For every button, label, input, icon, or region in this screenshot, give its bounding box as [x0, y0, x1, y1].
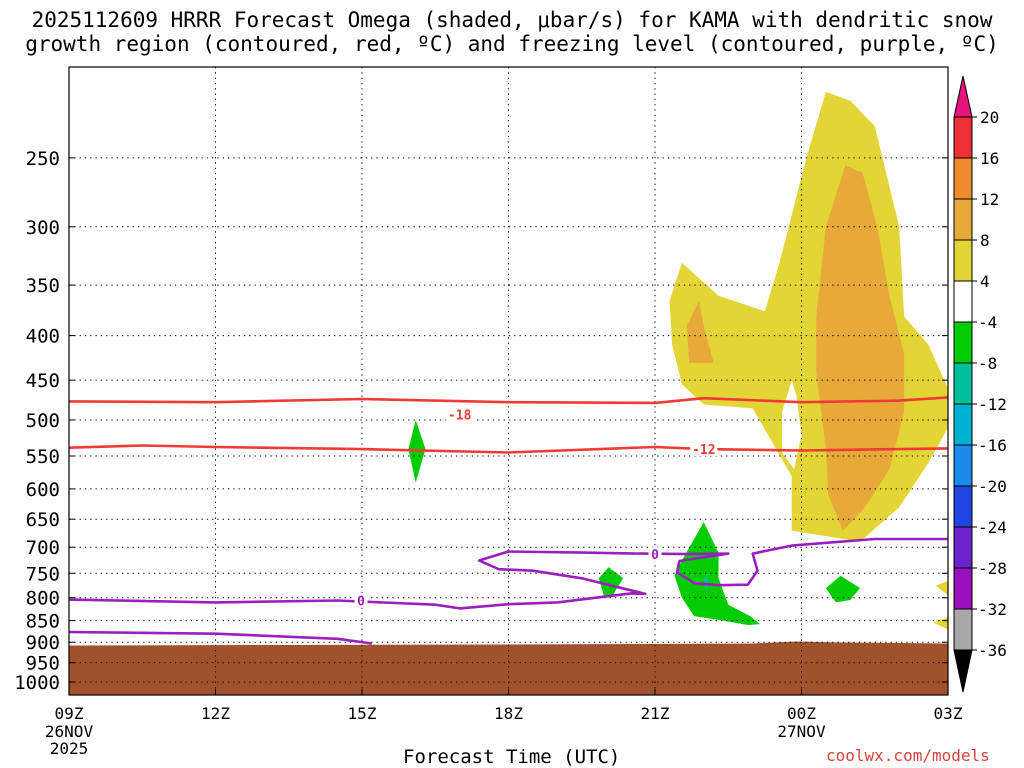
x-tick-label: 15Z — [348, 704, 377, 723]
colorbar-label: -12 — [978, 395, 1007, 414]
colorbar-label: -24 — [978, 518, 1007, 537]
colorbar-label: 20 — [980, 108, 999, 127]
y-tick-label: 850 — [26, 611, 60, 633]
x-tick-label: 21Z — [641, 704, 670, 723]
ground-area — [69, 641, 948, 695]
dgz-contour-label-bg-0 — [446, 407, 474, 422]
freezing-contour-label-bg-0 — [354, 593, 368, 608]
y-axis: 2503003504004505005506006507007508008509… — [14, 148, 948, 694]
omega-region-10 — [825, 575, 861, 603]
colorbar-cell-8 — [953, 444, 973, 487]
omega-colorbar: 20 16 12 8 4 -4 -8 -12 -16 -20 -24 -28 -32 -36 — [953, 75, 1007, 693]
y-tick-label: 300 — [26, 217, 60, 239]
y-tick-label: 350 — [26, 275, 60, 297]
dgz-contour-label-0: -18 — [448, 409, 472, 424]
colorbar-top-arrow — [953, 75, 973, 118]
omega-region-8 — [674, 522, 760, 625]
colorbar-label: 8 — [980, 231, 990, 250]
colorbar-cell-0 — [953, 116, 973, 159]
y-tick-label: 250 — [26, 148, 60, 170]
freezing-contour-label-0: 0 — [357, 595, 365, 610]
colorbar-label: 16 — [980, 149, 999, 168]
x-tick-label: 12Z — [201, 704, 230, 723]
colorbar-label: 4 — [980, 272, 990, 291]
colorbar-cell-6 — [953, 362, 973, 405]
dgz-contour-label-1: -12 — [692, 443, 715, 458]
colorbar-bottom-arrow — [953, 649, 973, 693]
y-tick-label: 400 — [26, 326, 60, 348]
y-tick-label: 700 — [26, 537, 60, 559]
freezing-contour-line-2 — [69, 630, 372, 645]
y-tick-label: 500 — [26, 410, 60, 432]
omega-region-9 — [703, 572, 709, 591]
colorbar-cell-10 — [953, 526, 973, 569]
colorbar-cell-12 — [953, 608, 973, 651]
colorbar-label: -8 — [978, 354, 997, 373]
y-tick-label: 1000 — [14, 672, 60, 694]
x-tick-label: 03Z — [934, 704, 963, 723]
colorbar-cell-11 — [953, 567, 973, 610]
x-tick-label: 18Z — [494, 704, 523, 723]
x-tick-sublabel: 27NOV — [777, 722, 826, 741]
omega-region-0 — [669, 91, 948, 542]
colorbar-cell-5 — [953, 321, 973, 364]
colorbar-label: -28 — [978, 559, 1007, 578]
colorbar-label: -20 — [978, 477, 1007, 496]
title-line-2: growth region (contoured, red, ºC) and f… — [25, 32, 999, 56]
x-tick-sublabel: 26NOV — [45, 722, 94, 741]
y-tick-label: 800 — [26, 588, 60, 610]
y-tick-label: 550 — [26, 446, 60, 468]
x-tick-sublabel: 2025 — [50, 739, 89, 758]
contour-layer: -18 -12 0 0 — [69, 396, 948, 645]
freezing-contour-label-bg-1 — [648, 547, 662, 562]
omega-shading-layer — [408, 91, 948, 630]
y-tick-label: 750 — [26, 563, 60, 585]
title-line-1: 2025112609 HRRR Forecast Omega (shaded, … — [31, 8, 993, 32]
colorbar-cell-3 — [953, 239, 973, 282]
omega-region-5 — [933, 617, 948, 630]
y-tick-label: 900 — [26, 632, 60, 654]
freezing-contour-line-0 — [69, 537, 948, 610]
y-tick-label: 650 — [26, 509, 60, 531]
ground-layer — [69, 641, 948, 695]
colorbar-label: 12 — [980, 190, 999, 209]
colorbar-label: -4 — [978, 313, 997, 332]
omega-region-2 — [686, 301, 714, 363]
y-tick-label: 450 — [26, 370, 60, 392]
chart-title: 2025112609 HRRR Forecast Omega (shaded, … — [0, 8, 1024, 56]
x-tick-label: 00Z — [787, 704, 816, 723]
omega-region-1 — [816, 165, 905, 531]
colorbar-label: -16 — [978, 436, 1007, 455]
colorbar-label: -32 — [978, 600, 1007, 619]
colorbar-cell-7 — [953, 403, 973, 446]
dgz-contour-label-bg-1 — [690, 442, 718, 457]
colorbar-cell-9 — [953, 485, 973, 528]
colorbar-cell-1 — [953, 157, 973, 200]
colorbar-label: -36 — [978, 641, 1007, 660]
omega-region-7 — [598, 567, 624, 598]
y-tick-label: 950 — [26, 653, 60, 675]
y-tick-label: 600 — [26, 479, 60, 501]
dgz-contour-line-1 — [69, 444, 948, 454]
colorbar-cell-2 — [953, 198, 973, 241]
x-tick-label: 09Z — [55, 704, 84, 723]
x-axis-label: Forecast Time (UTC) — [403, 746, 621, 768]
freezing-contour-label-1: 0 — [651, 548, 659, 563]
colorbar-cell-4 — [953, 280, 973, 323]
credit-link[interactable]: coolwx.com/models — [826, 746, 990, 765]
dgz-contour-line-0 — [69, 396, 948, 405]
omega-region-4 — [935, 580, 948, 596]
